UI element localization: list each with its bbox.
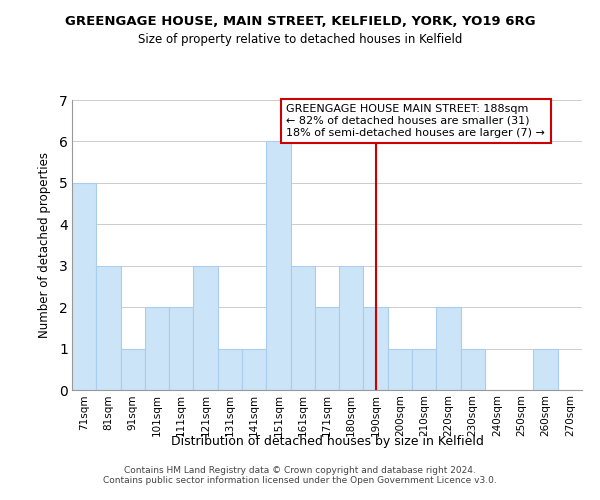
Text: Contains HM Land Registry data © Crown copyright and database right 2024.
Contai: Contains HM Land Registry data © Crown c… bbox=[103, 466, 497, 485]
Bar bbox=[388, 348, 412, 390]
Bar bbox=[242, 348, 266, 390]
Text: GREENGAGE HOUSE MAIN STREET: 188sqm
← 82% of detached houses are smaller (31)
18: GREENGAGE HOUSE MAIN STREET: 188sqm ← 82… bbox=[286, 104, 545, 138]
Bar bbox=[218, 348, 242, 390]
Bar bbox=[315, 307, 339, 390]
Bar bbox=[121, 348, 145, 390]
Text: Size of property relative to detached houses in Kelfield: Size of property relative to detached ho… bbox=[138, 32, 462, 46]
Bar bbox=[290, 266, 315, 390]
Bar bbox=[96, 266, 121, 390]
Bar bbox=[364, 307, 388, 390]
Bar bbox=[412, 348, 436, 390]
Bar bbox=[461, 348, 485, 390]
Bar bbox=[266, 142, 290, 390]
Bar bbox=[169, 307, 193, 390]
Bar bbox=[436, 307, 461, 390]
Bar bbox=[145, 307, 169, 390]
Bar bbox=[339, 266, 364, 390]
Y-axis label: Number of detached properties: Number of detached properties bbox=[38, 152, 50, 338]
Bar bbox=[533, 348, 558, 390]
Text: Distribution of detached houses by size in Kelfield: Distribution of detached houses by size … bbox=[170, 435, 484, 448]
Bar bbox=[193, 266, 218, 390]
Bar bbox=[72, 183, 96, 390]
Text: GREENGAGE HOUSE, MAIN STREET, KELFIELD, YORK, YO19 6RG: GREENGAGE HOUSE, MAIN STREET, KELFIELD, … bbox=[65, 15, 535, 28]
